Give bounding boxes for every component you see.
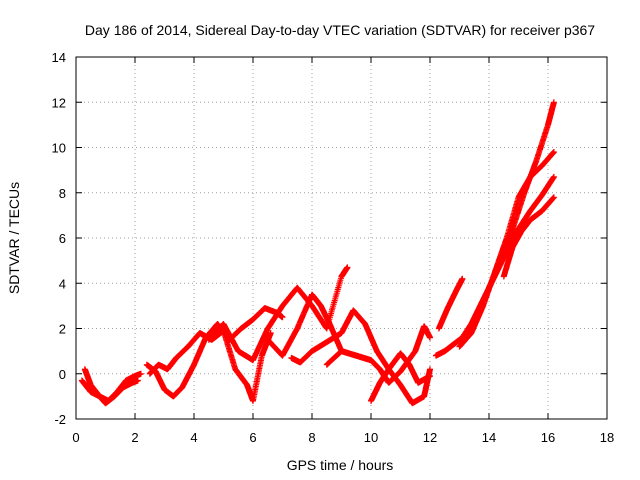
plus-marks	[264, 291, 374, 364]
plus-marks	[435, 275, 466, 332]
plus-marks	[486, 173, 557, 291]
series-sat-f	[264, 291, 374, 364]
series-sat-i	[368, 350, 433, 404]
y-tick-label: 8	[59, 186, 66, 201]
series-sat-d	[146, 327, 274, 404]
y-tick-label: 2	[59, 322, 66, 337]
series-sat-m	[500, 194, 557, 280]
plus-marks	[500, 194, 557, 280]
y-tick-label: 6	[59, 231, 66, 246]
x-axis-label: GPS time / hours	[287, 457, 394, 473]
plus-marks	[368, 350, 433, 404]
y-tick-label: -2	[54, 412, 66, 427]
plus-marks	[81, 366, 144, 404]
grid	[76, 57, 607, 419]
plus-marks	[432, 99, 557, 359]
series-sat-n	[435, 275, 466, 332]
y-tick-label: 0	[59, 367, 66, 382]
x-tick-labels: 0 2 4 6 8 10 12 14 16 18	[72, 430, 614, 445]
x-tick-label: 4	[190, 430, 197, 445]
series-sat-j	[432, 99, 557, 359]
x-tick-label: 10	[364, 430, 378, 445]
x-tick-label: 0	[72, 430, 79, 445]
series-sat-h	[323, 323, 433, 386]
plus-marks	[323, 323, 433, 386]
axis-ticks	[75, 56, 608, 420]
y-tick-label: 4	[59, 276, 66, 291]
series-sat-l	[486, 173, 557, 291]
x-tick-label: 6	[249, 430, 256, 445]
y-axis-label: SDTVAR / TECUs	[6, 182, 22, 294]
y-tick-labels: -2 0 2 4 6 8 10 12 14	[52, 50, 66, 427]
plus-marks	[146, 327, 274, 404]
x-tick-label: 16	[541, 430, 555, 445]
y-tick-label: 12	[52, 95, 66, 110]
series-sat-b	[81, 366, 144, 404]
y-tick-label: 14	[52, 50, 66, 65]
chart-title: Day 186 of 2014, Sidereal Day-to-day VTE…	[85, 22, 595, 38]
x-tick-label: 8	[308, 430, 315, 445]
x-tick-label: 14	[482, 430, 496, 445]
x-tick-label: 18	[600, 430, 614, 445]
data-marks	[78, 99, 557, 407]
x-tick-label: 2	[131, 430, 138, 445]
x-tick-label: 12	[423, 430, 437, 445]
y-tick-label: 10	[52, 141, 66, 156]
